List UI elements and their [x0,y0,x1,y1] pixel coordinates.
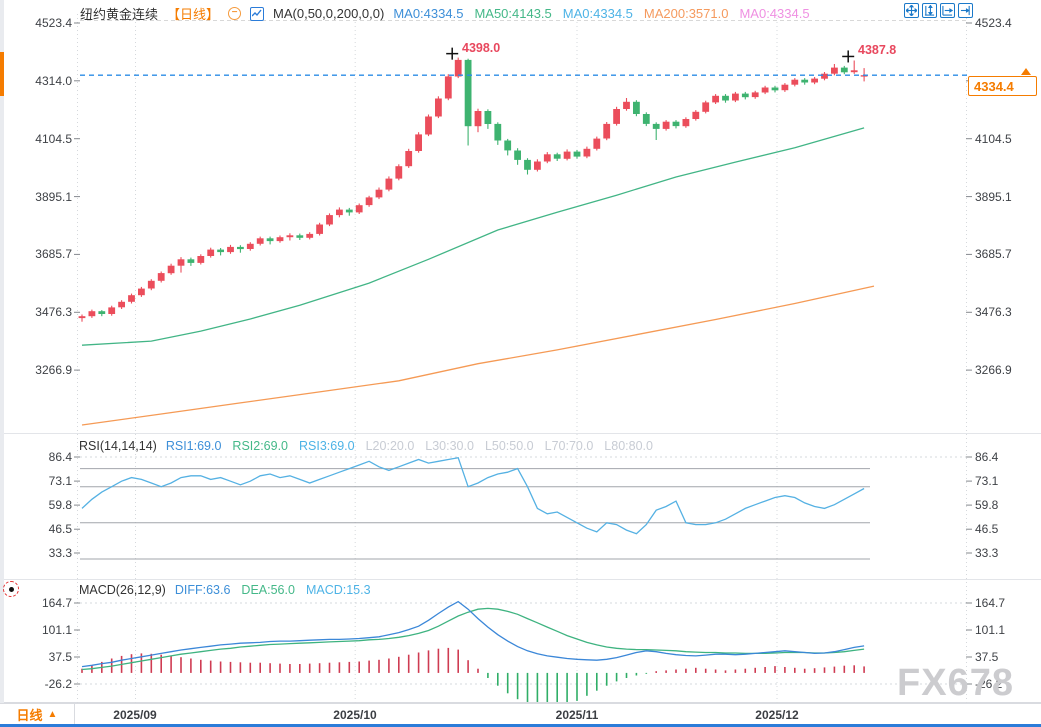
rsi-value-6: L70:70.0 [544,439,594,453]
macd-value-0: DIFF:63.6 [174,583,231,597]
ma-value-0: MA0:4334.5 [393,6,464,21]
price-axis-label-right: 3476.3 [975,305,1012,319]
rsi-value-7: L80:80.0 [604,439,653,453]
interval-tag: 【日线】 [167,7,220,22]
macd-axis-label-right: 37.5 [975,650,999,664]
rsi-axis-label-right: 33.3 [975,546,999,560]
rsi-value-5: L50:50.0 [484,439,534,453]
rsi-axis-label-left: 86.4 [48,450,72,464]
ma-value-4: MA0:4334.5 [739,6,810,21]
high-price-label: 4387.8 [858,43,897,57]
macd-formula: MACD(26,12,9) [79,583,166,597]
macd-value-2: MACD:15.3 [305,583,371,597]
macd-axis-label-right: 164.7 [975,596,1006,610]
ma-value-1: MA50:4143.5 [474,6,552,21]
window-bottom-edge [0,724,1041,727]
price-axis-label-right: 4523.4 [975,16,1012,30]
candlestick-chart-icon[interactable] [250,6,265,21]
rsi-formula: RSI(14,14,14) [79,439,157,453]
price-axis-label-left: 4314.0 [35,74,72,88]
macd-value-1: DEA:56.0 [241,583,295,597]
macd-axis-label-left: 37.5 [48,650,72,664]
rsi-value-4: L30:30.0 [425,439,474,453]
price-axis-label-left: 3895.1 [35,190,72,204]
price-axis-label-right: 3266.9 [975,363,1012,377]
auto-scale-x-icon[interactable] [940,3,955,18]
price-axis-label-left: 4104.5 [35,132,72,146]
interval-dropdown-icon: ▲ [47,709,58,720]
rsi-axis-label-left: 46.5 [48,522,72,536]
collapse-pane-icon[interactable]: − [228,7,242,20]
rsi-value-0: RSI1:69.0 [165,439,222,453]
goto-latest-icon[interactable] [958,3,973,18]
month-label: 2025/10 [333,708,377,722]
left-scroll-strip [0,0,4,703]
rsi-axis-label-right: 46.5 [975,522,999,536]
macd-axis-label-left: 101.1 [41,623,72,637]
ma-formula: MA(0,50,0,200,0,0) [273,6,385,21]
interval-selector[interactable]: 日线 ▲ [0,704,75,725]
rsi-axis-label-right: 59.8 [975,498,999,512]
ma-value-2: MA0:4334.5 [562,6,633,21]
macd-axis-label-left: -26.2 [44,677,72,691]
macd-axis-label-right: 101.1 [975,623,1006,637]
price-axis-label-left: 3266.9 [35,363,72,377]
rsi-value-3: L20:20.0 [365,439,415,453]
ma-values: MA0:4334.5 MA50:4143.5 MA0:4334.5 MA200:357… [393,6,809,21]
rsi-value-1: RSI2:69.0 [232,439,289,453]
month-label: 2025/12 [755,708,799,722]
auto-scale-y-icon[interactable] [922,3,937,18]
pan-icon[interactable] [904,3,919,18]
time-axis-bar: 日线 ▲ 2025/09 2025/10 2025/11 2025/12 [0,703,1041,725]
price-axis-label-right: 3895.1 [975,190,1012,204]
price-axis-label-left: 3685.7 [35,247,72,261]
macd-axis-label-left: 164.7 [41,596,72,610]
rsi-axis-label-left: 33.3 [48,546,72,560]
macd-axis-label-right: -26.2 [975,677,1003,691]
left-scroll-thumb[interactable] [0,52,4,96]
rsi-values: RSI1:69.0 RSI2:69.0 RSI3:69.0 L20:20.0 L30:3… [166,439,653,453]
rsi-axis-label-right: 86.4 [975,450,999,464]
price-axis-label-left: 4523.4 [35,16,72,30]
rsi-axis-label-right: 73.1 [975,474,999,488]
macd-values: DIFF:63.6 DEA:56.0 MACD:15.3 [175,583,371,597]
current-price-tag: 4334.4 [968,76,1037,96]
rsi-value-2: RSI3:69.0 [299,439,355,453]
price-axis-label-right: 4104.5 [975,132,1012,146]
chart-toolbar [904,3,973,18]
rsi-axis-label-left: 73.1 [48,474,72,488]
month-label: 2025/09 [113,708,157,722]
high-price-label: 4398.0 [462,41,501,55]
rsi-axis-label-left: 59.8 [48,498,72,512]
ma-value-3: MA200:3571.0 [643,6,729,21]
symbol-title: 纽约黄金连续 [80,7,159,22]
month-label: 2025/11 [555,708,599,722]
interval-label: 日线 [16,708,43,723]
price-axis-label-left: 3476.3 [35,305,72,319]
price-axis-label-right: 3685.7 [975,247,1012,261]
watermark: FX678 [897,662,1014,704]
price-tag-arrow-icon [1021,68,1031,75]
crosshair-icon[interactable] [3,581,19,597]
